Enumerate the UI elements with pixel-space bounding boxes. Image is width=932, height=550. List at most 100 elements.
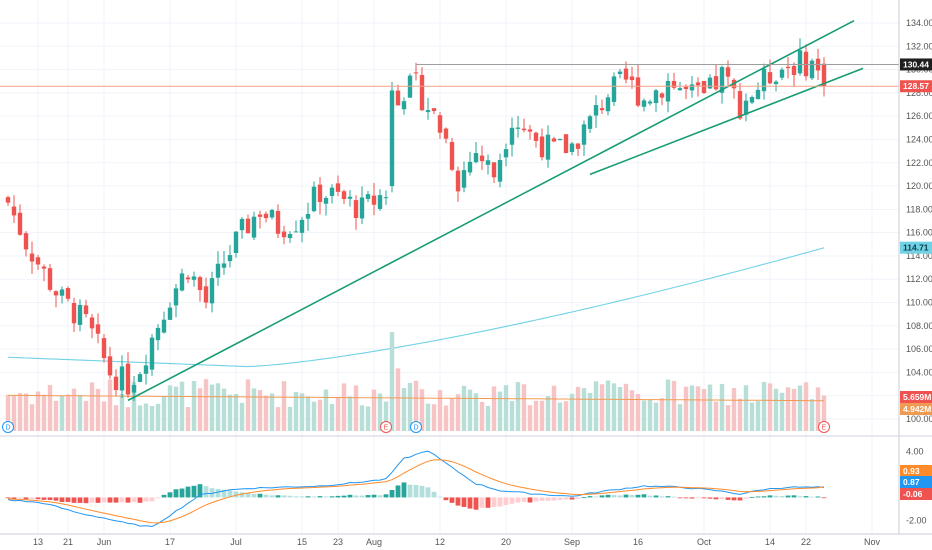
volume-bar xyxy=(479,401,485,431)
price-label: 114.71 xyxy=(903,243,929,253)
candle-body xyxy=(563,134,569,153)
candle-body xyxy=(515,127,521,129)
volume-bar xyxy=(437,390,443,431)
candle-body xyxy=(413,72,419,74)
event-label: E xyxy=(384,425,389,432)
macd-histogram-bar xyxy=(305,496,311,498)
price-tick-label: 112.00 xyxy=(906,274,932,284)
price-tick-label: 120.00 xyxy=(906,181,932,191)
macd-histogram-bar xyxy=(353,495,359,498)
candle-body xyxy=(197,277,203,291)
candle-body xyxy=(395,90,401,106)
macd-histogram-bar xyxy=(815,496,821,498)
macd-histogram-bar xyxy=(233,491,239,498)
volume-bar xyxy=(233,394,239,431)
volume-bar xyxy=(647,399,653,431)
volume-bar xyxy=(737,398,743,431)
candle-body xyxy=(773,81,779,85)
macd-histogram-bar xyxy=(659,496,665,498)
volume-bar xyxy=(41,394,47,431)
macd-histogram-bar xyxy=(29,497,35,499)
candle-body xyxy=(263,213,269,219)
macd-line xyxy=(7,450,825,528)
candle-body xyxy=(11,206,17,216)
macd-histogram-bar xyxy=(437,496,443,498)
macd-histogram-bar xyxy=(293,496,299,498)
candle-body xyxy=(221,263,227,268)
event-label: E xyxy=(822,425,827,432)
macd-histogram-bar xyxy=(551,497,557,501)
macd-histogram-bar xyxy=(275,495,281,498)
macd-histogram-bar xyxy=(377,495,383,498)
candle-body xyxy=(485,160,491,165)
macd-histogram-bar xyxy=(221,489,227,498)
volume-bar xyxy=(281,381,287,431)
candle-body xyxy=(185,277,191,280)
volume-bar xyxy=(59,395,65,431)
candle-body xyxy=(689,84,695,91)
macd-histogram-bar xyxy=(179,488,185,498)
candle-body xyxy=(293,231,299,233)
volume-bar xyxy=(53,400,59,431)
candle-body xyxy=(281,231,287,238)
volume-bar xyxy=(407,382,413,431)
time-tick-label: Jul xyxy=(230,537,242,547)
candle-body xyxy=(383,197,389,199)
volume-bar xyxy=(665,379,671,431)
macd-histogram-bar xyxy=(773,495,779,498)
volume-bar xyxy=(551,385,557,431)
macd-histogram-bar xyxy=(791,495,797,498)
candle-body xyxy=(701,80,707,93)
candle-body xyxy=(521,128,527,131)
macd-histogram-bar xyxy=(491,497,497,507)
candle-body xyxy=(275,210,281,234)
candle-body xyxy=(59,289,65,296)
candle-body xyxy=(467,161,473,173)
price-tick-label: 106.00 xyxy=(906,344,932,354)
macd-histogram-bar xyxy=(497,497,503,507)
macd-histogram-bar xyxy=(581,497,587,498)
volume-bar xyxy=(167,385,173,431)
candle-body xyxy=(317,184,323,203)
macd-value-label: 0.93 xyxy=(903,466,920,476)
volume-bar xyxy=(131,382,137,431)
volume-bar xyxy=(797,385,803,431)
candle-body xyxy=(227,255,233,262)
candle-body xyxy=(35,257,41,265)
volume-bar xyxy=(383,401,389,431)
volume-bar xyxy=(527,405,533,431)
candle-body xyxy=(551,138,557,142)
volume-bar xyxy=(251,388,257,431)
volume-label: 5.659M xyxy=(903,392,931,402)
macd-histogram-bar xyxy=(653,495,659,498)
macd-histogram-bar xyxy=(347,494,353,498)
volume-bar xyxy=(107,379,113,431)
candle-body xyxy=(533,132,539,141)
candle-body xyxy=(743,100,749,115)
macd-histogram-bar xyxy=(779,496,785,498)
macd-histogram-bar xyxy=(155,497,161,499)
candle-body xyxy=(239,218,245,231)
volume-bar xyxy=(269,393,275,431)
macd-histogram-bar xyxy=(191,485,197,498)
time-tick-label: 23 xyxy=(333,537,343,547)
volume-bar xyxy=(611,383,617,431)
candle-body xyxy=(209,278,215,304)
macd-histogram-bar xyxy=(557,497,563,500)
macd-histogram-bar xyxy=(239,492,245,498)
macd-histogram-bar xyxy=(821,497,827,499)
volume-bar xyxy=(773,388,779,431)
volume-bar xyxy=(719,383,725,431)
macd-histogram-bar xyxy=(563,497,569,500)
macd-histogram-bar xyxy=(197,484,203,498)
volume-bar xyxy=(461,385,467,431)
volume-bar xyxy=(173,386,179,431)
candle-body xyxy=(761,68,767,92)
macd-histogram-bar xyxy=(329,496,335,498)
candle-body xyxy=(491,162,497,178)
candle-body xyxy=(503,149,509,158)
candle-body xyxy=(725,67,731,77)
candle-body xyxy=(821,63,827,87)
